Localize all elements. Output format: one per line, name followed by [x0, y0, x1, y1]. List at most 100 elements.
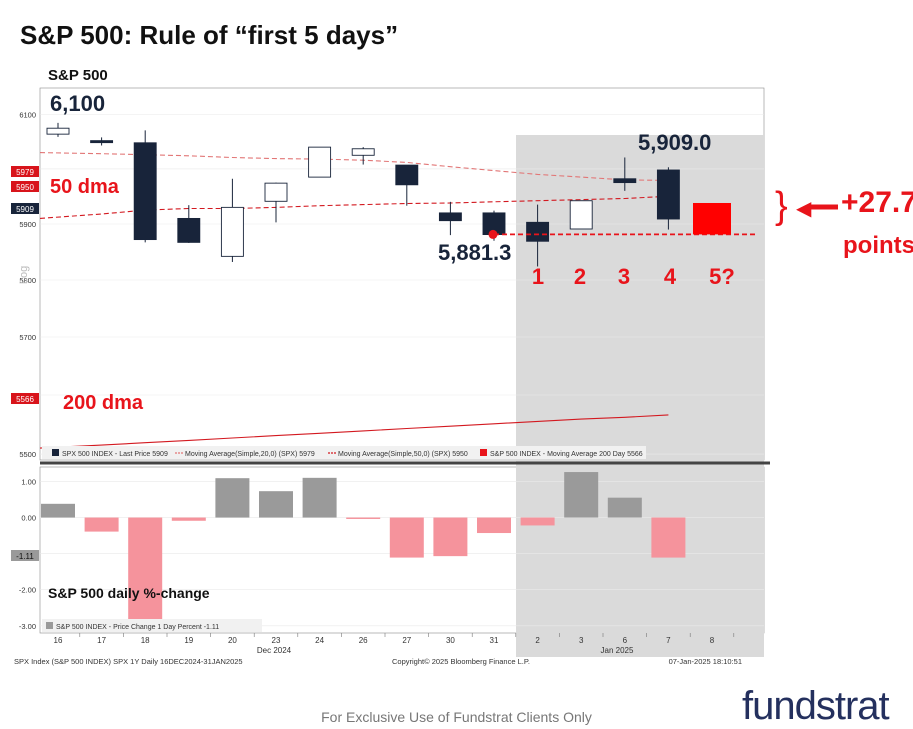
- candle-body-6: [308, 146, 332, 178]
- source-center: Copyright© 2025 Bloomberg Finance L.P.: [392, 657, 530, 666]
- month-jan-label: Jan 2025: [601, 646, 634, 655]
- badge-neg111: [11, 550, 39, 561]
- price-tick-label-0: 5500: [19, 450, 36, 459]
- x-tick-label-3: 19: [184, 636, 193, 645]
- pct-bar-4: [215, 478, 250, 518]
- price-tick-label-2: 5700: [19, 333, 36, 342]
- legend-ma50: Moving Average(Simple,50,0) (SPX) 5950: [338, 451, 468, 458]
- candle-body-8: [395, 164, 419, 186]
- candle-body-2: [133, 142, 157, 241]
- pct-bar-5: [259, 491, 293, 518]
- slide-title: S&P 500: Rule of “first 5 days”: [20, 20, 399, 50]
- candle-body-14: [656, 169, 680, 220]
- source-right: 07-Jan-2025 18:10:51: [669, 657, 742, 666]
- fundstrat-logo: fundstrat: [742, 684, 890, 728]
- brace: }: [775, 185, 788, 227]
- pct-bar-13: [607, 497, 642, 518]
- pct-bar-3: [171, 517, 206, 521]
- footer-text: For Exclusive Use of Fundstrat Clients O…: [321, 709, 592, 725]
- badge-5566-label: 5566: [16, 395, 34, 404]
- badge-5950-label: 5950: [16, 183, 34, 192]
- pct-bar-0: [41, 503, 75, 518]
- badge-5950: [11, 181, 39, 192]
- candle-body-3: [177, 217, 201, 243]
- pct-bar-6: [302, 477, 337, 518]
- legend-pct: S&P 500 INDEX - Price Change 1 Day Perce…: [56, 624, 219, 631]
- x-tick-label-10: 31: [490, 636, 499, 645]
- badge-5566: [11, 393, 39, 404]
- day1-label: 1: [532, 264, 544, 289]
- x-tick-label-4: 20: [228, 636, 237, 645]
- badge-5909: [11, 203, 39, 214]
- pct-bar-12: [564, 472, 599, 518]
- price-tick-label-6: 6100: [19, 111, 36, 120]
- day3-label: 3: [618, 264, 630, 289]
- pct-change-label: S&P 500 daily %-change: [48, 585, 210, 601]
- candle-body-7: [351, 148, 375, 156]
- projected-day5-bar: [693, 202, 731, 235]
- points-label: points: [843, 232, 913, 259]
- pct-bar-10: [477, 517, 511, 534]
- day5-label: 5?: [709, 264, 735, 289]
- chart-area: 5500560057005800590060006100 1.000.00-1.…: [11, 67, 913, 666]
- legend-swatch-ma200: [480, 449, 487, 456]
- price-tick-label-4: 5900: [19, 220, 36, 229]
- x-tick-label-9: 30: [446, 636, 455, 645]
- dma50-label: 50 dma: [50, 176, 120, 198]
- y-axis-title: Log: [18, 266, 30, 284]
- pct-tick-label-1: 0.00: [21, 514, 36, 523]
- candle-body-9: [438, 212, 462, 222]
- ma50-line: [39, 195, 669, 219]
- badge-5979-label: 5979: [16, 168, 34, 177]
- pct-tick-label-0: 1.00: [21, 477, 36, 486]
- day4-label: 4: [664, 264, 677, 289]
- x-tick-label-6: 24: [315, 636, 324, 645]
- x-tick-label-7: 26: [359, 636, 368, 645]
- pct-bar-1: [84, 517, 119, 532]
- x-tick-label-11: 2: [535, 636, 540, 645]
- pct-bar-8: [389, 517, 424, 558]
- sp500-label: S&P 500: [48, 67, 108, 84]
- ma200-line: [39, 414, 669, 449]
- x-tick-label-0: 16: [54, 636, 63, 645]
- price-tick-label-3: 5800: [19, 276, 36, 285]
- badge-5979: [11, 166, 39, 177]
- x-tick-label-13: 6: [623, 636, 628, 645]
- legend-swatch-pct: [46, 622, 53, 629]
- change-value-label: +27.7: [841, 186, 913, 219]
- legend-ma20: Moving Average(Simple,20,0) (SPX) 5979: [185, 451, 315, 458]
- x-tick-label-5: 23: [272, 636, 281, 645]
- source-left: SPX Index (S&P 500 INDEX) SPX 1Y Daily 1…: [14, 657, 243, 666]
- month-dec-label: Dec 2024: [257, 646, 292, 655]
- pct-bar-9: [433, 517, 468, 557]
- legend-last-price: SPX 500 INDEX - Last Price 5909: [62, 451, 168, 458]
- x-tick-label-14: 7: [666, 636, 671, 645]
- pct-bar-11: [520, 517, 555, 526]
- badge-neg111-label: -1.11: [16, 552, 34, 561]
- candle-body-4: [220, 206, 244, 257]
- candle-body-0: [46, 127, 70, 135]
- pct-bar-7: [346, 517, 381, 519]
- candle-body-5: [264, 182, 288, 202]
- legend-bar: [42, 446, 646, 459]
- dma200-label: 200 dma: [63, 392, 144, 414]
- arrow-icon: ◀: [796, 196, 812, 220]
- candle-body-1: [90, 140, 114, 144]
- legend-swatch-last: [52, 449, 59, 456]
- sp-5881-label: 5,881.3: [438, 240, 511, 265]
- pct-bar-2: [128, 517, 163, 624]
- x-tick-label-15: 8: [710, 636, 715, 645]
- day2-label: 2: [574, 264, 586, 289]
- x-tick-label-2: 18: [141, 636, 150, 645]
- x-tick-label-1: 17: [97, 636, 106, 645]
- pct-tick-label-4: -3.00: [19, 622, 36, 631]
- badge-5909-label: 5909: [16, 205, 34, 214]
- sp-6100-label: 6,100: [50, 91, 105, 116]
- legend-ma200: S&P 500 INDEX - Moving Average 200 Day 5…: [490, 451, 643, 458]
- legend-bar-pct: [42, 619, 262, 632]
- x-tick-label-8: 27: [402, 636, 411, 645]
- candle-body-11: [526, 221, 550, 242]
- sp-5909-label: 5,909.0: [638, 130, 711, 155]
- x-tick-label-12: 3: [579, 636, 584, 645]
- low-point-marker: [488, 229, 498, 239]
